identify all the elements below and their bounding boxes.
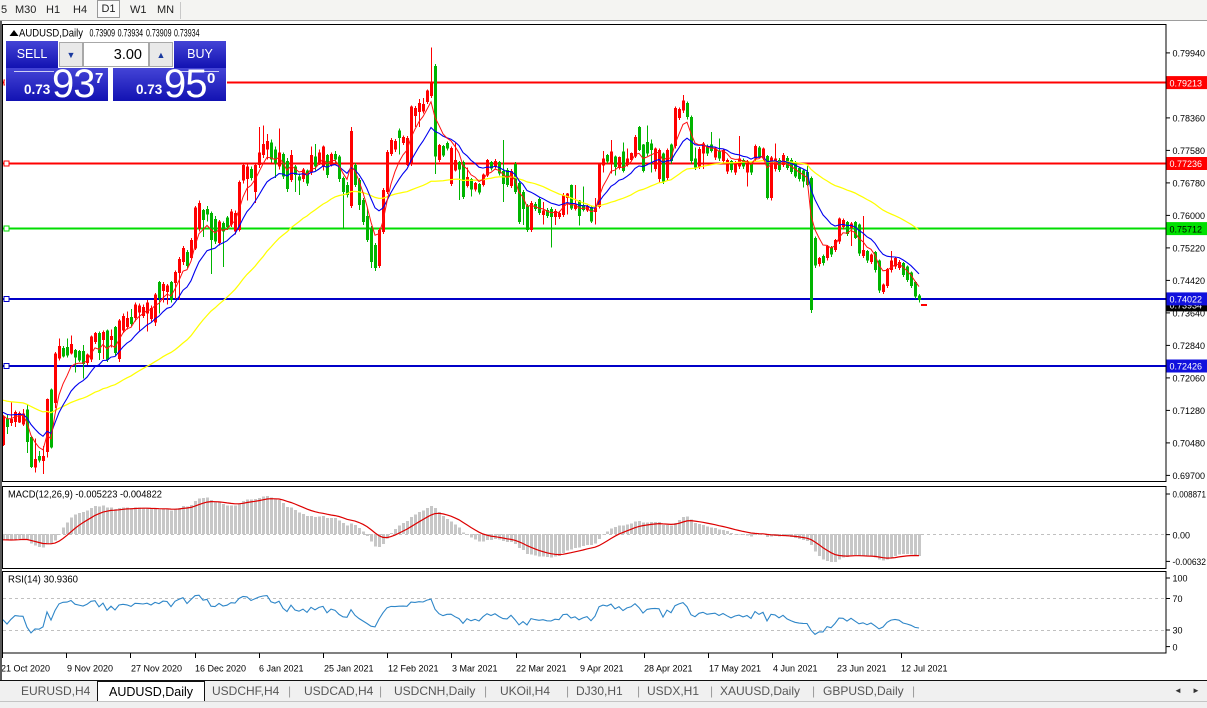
svg-text:-0.00632: -0.00632	[1173, 557, 1207, 567]
svg-text:16 Dec 2020: 16 Dec 2020	[195, 664, 246, 674]
svg-text:21 Oct 2020: 21 Oct 2020	[1, 664, 50, 674]
svg-text:28 Apr 2021: 28 Apr 2021	[644, 664, 693, 674]
svg-text:0.75220: 0.75220	[1173, 244, 1206, 254]
svg-text:100: 100	[1173, 574, 1188, 584]
svg-text:0.75712: 0.75712	[1170, 224, 1203, 234]
svg-text:0.73934: 0.73934	[174, 28, 200, 40]
svg-text:27 Nov 2020: 27 Nov 2020	[131, 664, 182, 674]
svg-text:AUDUSD,Daily: AUDUSD,Daily	[19, 28, 84, 40]
svg-text:9 Nov 2020: 9 Nov 2020	[67, 664, 113, 674]
svg-text:0.77236: 0.77236	[1170, 159, 1203, 169]
svg-text:0.77580: 0.77580	[1173, 146, 1206, 156]
svg-text:0.72840: 0.72840	[1173, 341, 1206, 351]
svg-text:0.74022: 0.74022	[1170, 295, 1203, 305]
svg-text:0.70480: 0.70480	[1173, 439, 1206, 449]
svg-text:RSI(14) 30.9360: RSI(14) 30.9360	[8, 575, 78, 586]
svg-text:0.78360: 0.78360	[1173, 114, 1206, 124]
svg-text:12 Jul 2021: 12 Jul 2021	[901, 664, 948, 674]
svg-text:0.00: 0.00	[1173, 530, 1191, 540]
svg-text:0.008871: 0.008871	[1173, 490, 1207, 500]
svg-text:0.74420: 0.74420	[1173, 276, 1206, 286]
svg-text:23 Jun 2021: 23 Jun 2021	[837, 664, 887, 674]
svg-text:0.71280: 0.71280	[1173, 406, 1206, 416]
svg-text:0.73640: 0.73640	[1173, 309, 1206, 319]
svg-text:9 Apr 2021: 9 Apr 2021	[580, 664, 624, 674]
svg-text:30: 30	[1173, 626, 1183, 636]
svg-text:MACD(12,26,9) -0.005223 -0.004: MACD(12,26,9) -0.005223 -0.004822	[8, 490, 162, 501]
svg-text:0.73909: 0.73909	[90, 28, 116, 40]
svg-text:4 Jun 2021: 4 Jun 2021	[773, 664, 818, 674]
svg-text:3 Mar 2021: 3 Mar 2021	[452, 664, 498, 674]
svg-text:0.73909: 0.73909	[146, 28, 172, 40]
svg-text:0.69700: 0.69700	[1173, 471, 1206, 481]
svg-text:6 Jan 2021: 6 Jan 2021	[259, 664, 304, 674]
svg-text:0.72060: 0.72060	[1173, 374, 1206, 384]
svg-text:25 Jan 2021: 25 Jan 2021	[324, 664, 374, 674]
svg-text:0.76780: 0.76780	[1173, 179, 1206, 189]
svg-text:22 Mar 2021: 22 Mar 2021	[516, 664, 567, 674]
svg-text:0.72426: 0.72426	[1170, 362, 1203, 372]
svg-text:0: 0	[1173, 642, 1178, 652]
svg-text:0.79940: 0.79940	[1173, 49, 1206, 59]
svg-text:0.76000: 0.76000	[1173, 211, 1206, 221]
svg-text:0.73934: 0.73934	[1170, 301, 1203, 311]
svg-text:0.73934: 0.73934	[118, 28, 144, 40]
svg-text:12 Feb 2021: 12 Feb 2021	[388, 664, 439, 674]
svg-text:70: 70	[1173, 594, 1183, 604]
svg-text:17 May 2021: 17 May 2021	[709, 664, 761, 674]
svg-text:0.79213: 0.79213	[1170, 78, 1203, 88]
